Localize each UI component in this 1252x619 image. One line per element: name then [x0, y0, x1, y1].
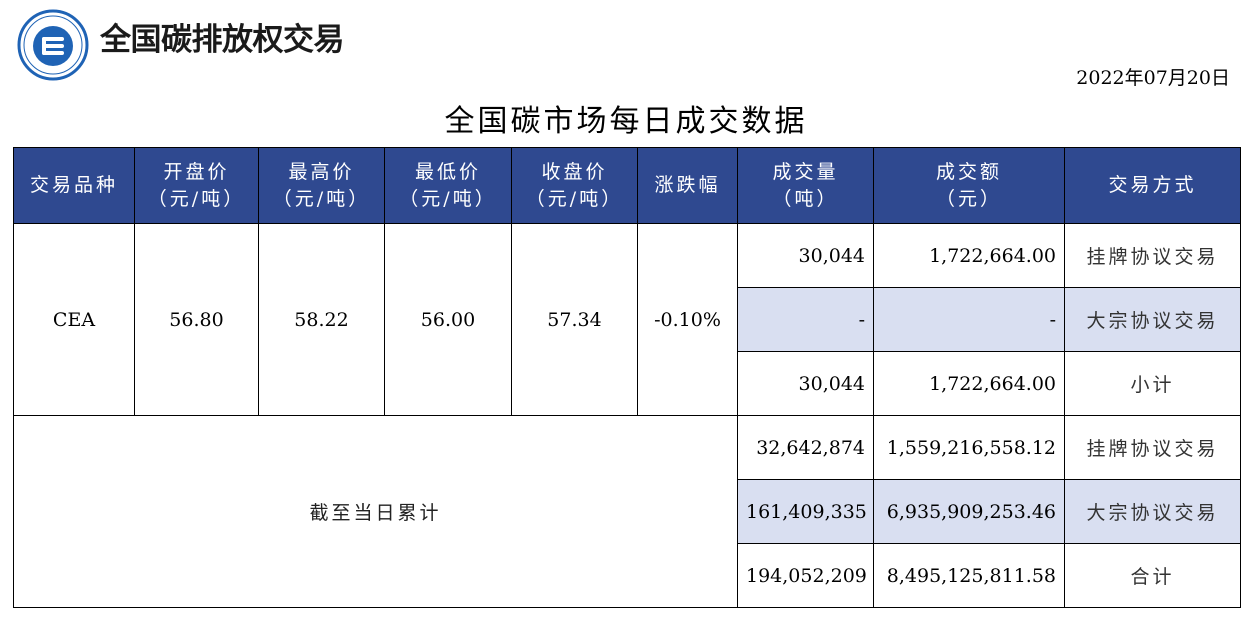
cell-amount: -	[873, 287, 1065, 352]
cell-high-price: 58.22	[258, 223, 385, 416]
cell-open-price: 56.80	[134, 223, 259, 416]
page-title: 全国碳市场每日成交数据	[444, 104, 808, 139]
report-date: 2022年07月20日	[1076, 67, 1230, 89]
cell-method: 小计	[1064, 351, 1241, 416]
col-header-high: 最高价 （元/吨）	[258, 147, 385, 224]
daily-row-block: - - 大宗协议交易	[14, 287, 1241, 352]
cell-close-price: 57.34	[511, 223, 638, 416]
cell-method: 挂牌协议交易	[1064, 223, 1241, 288]
col-header-low: 最低价 （元/吨）	[384, 147, 512, 224]
col-header-open: 开盘价 （元/吨）	[134, 147, 259, 224]
col-header-amount: 成交额 （元）	[873, 147, 1065, 224]
cell-volume: -	[737, 287, 874, 352]
brand-title: 全国碳排放权交易	[100, 22, 345, 58]
cumulative-row-listed: 截至当日累计 32,642,874 1,559,216,558.12 挂牌协议交…	[13, 415, 1241, 608]
cell-product: CEA	[13, 223, 135, 416]
cell-volume: 30,044	[737, 351, 874, 416]
cell-amount: 1,722,664.00	[873, 223, 1065, 288]
cell-amount: 8,495,125,811.58	[873, 543, 1065, 608]
col-header-method: 交易方式	[1064, 147, 1241, 224]
cumulative-label: 截至当日累计	[13, 415, 738, 608]
cumulative-row-total: 194,052,209 8,495,125,811.58 合计	[14, 543, 1241, 608]
cell-method: 大宗协议交易	[1064, 287, 1241, 352]
cell-amount: 1,559,216,558.12	[873, 415, 1065, 480]
daily-row-listed: CEA 56.80 58.22 56.00 57.34 -0.10% 30,04…	[13, 223, 1241, 416]
cell-volume: 32,642,874	[737, 415, 874, 480]
col-header-product: 交易品种	[13, 147, 135, 224]
col-header-volume: 成交量 （吨）	[737, 147, 874, 224]
col-header-change: 涨跌幅	[637, 147, 738, 224]
cell-change-pct: -0.10%	[637, 223, 738, 416]
cell-volume: 30,044	[737, 223, 874, 288]
cell-amount: 6,935,909,253.46	[873, 479, 1065, 544]
col-header-close: 收盘价 （元/吨）	[511, 147, 638, 224]
cell-method: 挂牌协议交易	[1064, 415, 1241, 480]
trading-data-table: 交易品种 开盘价 （元/吨） 最高价 （元/吨） 最低价 （元/吨） 收盘价 （元/吨）…	[13, 147, 1241, 608]
cell-volume: 194,052,209	[737, 543, 874, 608]
cell-amount: 1,722,664.00	[873, 351, 1065, 416]
cell-volume: 161,409,335	[737, 479, 874, 544]
cumulative-row-block: 161,409,335 6,935,909,253.46 大宗协议交易	[14, 479, 1241, 544]
cets-logo-icon	[17, 9, 89, 81]
daily-row-subtotal: 30,044 1,722,664.00 小计	[14, 351, 1241, 416]
cell-low-price: 56.00	[384, 223, 512, 416]
cell-method: 合计	[1064, 543, 1241, 608]
header-row: 交易品种 开盘价 （元/吨） 最高价 （元/吨） 最低价 （元/吨） 收盘价 （元/吨）…	[13, 147, 1241, 224]
cell-method: 大宗协议交易	[1064, 479, 1241, 544]
